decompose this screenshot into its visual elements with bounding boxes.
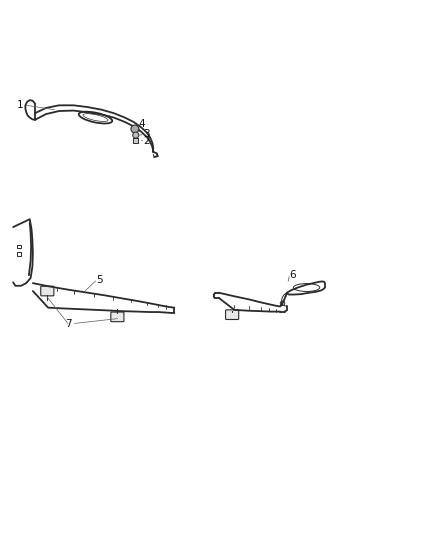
- Circle shape: [131, 125, 139, 133]
- Text: 1: 1: [17, 100, 23, 110]
- Text: 6: 6: [289, 270, 296, 280]
- Text: 5: 5: [96, 274, 103, 285]
- Text: 4: 4: [138, 119, 145, 128]
- Text: 2: 2: [143, 136, 149, 146]
- FancyBboxPatch shape: [226, 310, 239, 319]
- Bar: [17, 245, 21, 248]
- Bar: [133, 138, 138, 143]
- Bar: [17, 253, 21, 256]
- Text: 3: 3: [143, 129, 149, 139]
- FancyBboxPatch shape: [41, 286, 54, 296]
- FancyBboxPatch shape: [111, 312, 124, 322]
- Circle shape: [133, 132, 139, 138]
- Text: 7: 7: [65, 319, 71, 329]
